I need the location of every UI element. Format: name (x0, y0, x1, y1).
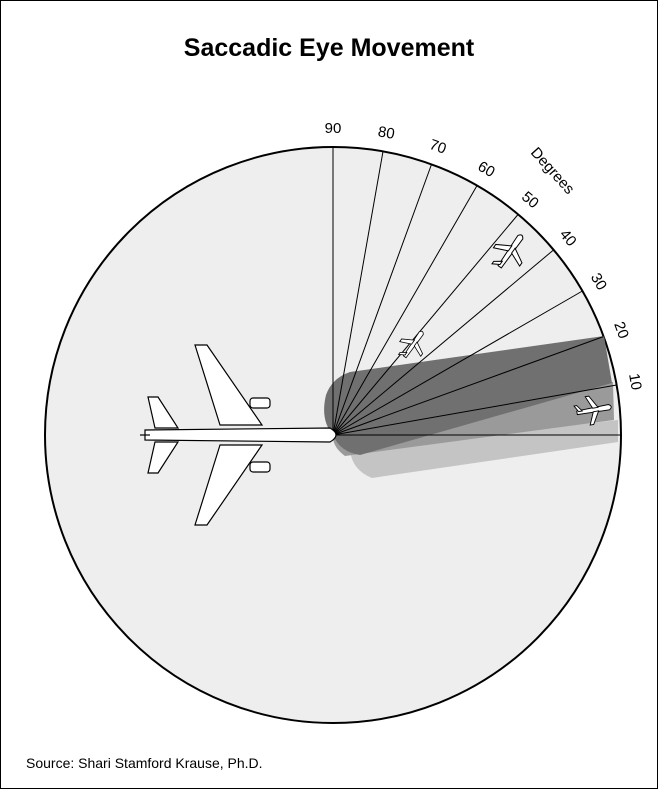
scan-cone-dark (324, 336, 612, 455)
ray (332, 290, 583, 436)
angle-label: 80 (377, 123, 396, 143)
small-airplane (397, 330, 424, 359)
angle-label: 90 (325, 120, 342, 137)
ray (332, 185, 478, 436)
ray (332, 164, 432, 436)
source: Source: Shari Stamford Krause, Ph.D. (26, 755, 263, 771)
airplane (140, 344, 337, 526)
ray (332, 214, 519, 436)
angle-label: 70 (427, 136, 448, 158)
angle-label: 30 (587, 270, 610, 293)
ray (332, 384, 617, 436)
title: Saccadic Eye Movement (184, 34, 475, 62)
angle-label: 10 (625, 372, 645, 391)
angle-label: 20 (610, 319, 632, 340)
ray (332, 249, 554, 436)
ray (332, 336, 604, 436)
ray (332, 151, 384, 436)
angle-label: 60 (475, 158, 498, 181)
small-airplane (491, 234, 524, 269)
small-airplane (573, 395, 612, 426)
